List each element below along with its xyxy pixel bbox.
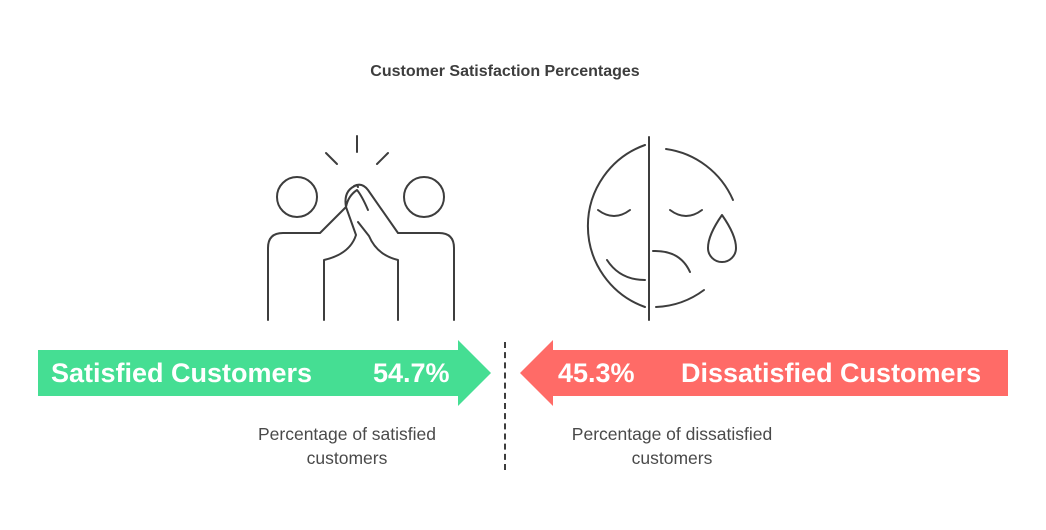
- dissatisfied-description: Percentage of dissatisfied customers: [571, 424, 773, 468]
- satisfied-description: Percentage of satisfied customers: [257, 424, 437, 468]
- dissatisfied-arrow: [520, 340, 1008, 406]
- center-divider: [504, 342, 506, 470]
- dissatisfied-percent: 45.3%: [558, 358, 635, 388]
- satisfied-arrow: [38, 340, 491, 406]
- page-title: Customer Satisfaction Percentages: [370, 63, 640, 80]
- satisfied-percent: 54.7%: [373, 358, 450, 388]
- satisfied-label: Satisfied Customers: [51, 358, 313, 388]
- dissatisfied-label: Dissatisfied Customers: [681, 358, 982, 388]
